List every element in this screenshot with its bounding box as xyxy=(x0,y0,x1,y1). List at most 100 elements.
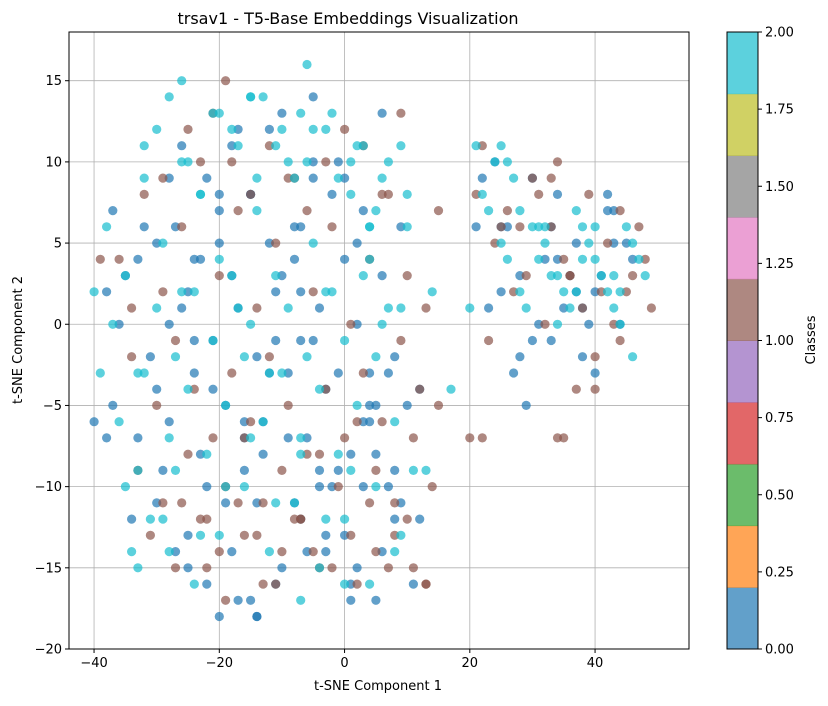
data-point-class-2 xyxy=(108,319,118,329)
data-point-class-2 xyxy=(346,189,356,199)
data-point-class-2 xyxy=(534,222,544,232)
data-point-class-2 xyxy=(308,124,318,134)
data-point-class-2 xyxy=(214,254,224,264)
data-point-class-0 xyxy=(233,124,243,134)
data-point-class-2 xyxy=(289,173,300,183)
data-point-class-0 xyxy=(477,173,487,183)
data-point-class-0 xyxy=(333,368,343,378)
data-point-class-0 xyxy=(108,400,118,410)
data-point-class-0 xyxy=(346,595,356,605)
data-point-class-1 xyxy=(327,222,337,232)
plot-area xyxy=(68,31,690,650)
data-point-class-2 xyxy=(195,189,206,199)
data-point-class-0 xyxy=(195,449,206,459)
data-point-class-2 xyxy=(390,417,400,427)
data-point-class-2 xyxy=(496,141,506,151)
data-point-class-2 xyxy=(327,108,337,118)
data-point-class-0 xyxy=(352,563,362,573)
data-point-class-1 xyxy=(340,433,350,443)
data-point-class-1 xyxy=(402,271,412,281)
data-point-class-2 xyxy=(271,271,281,281)
data-point-class-0 xyxy=(321,530,331,540)
data-point-class-1 xyxy=(277,547,287,557)
data-point-class-0 xyxy=(239,465,249,475)
data-point-class-1 xyxy=(584,189,594,199)
data-point-class-0 xyxy=(202,173,212,183)
data-point-class-1 xyxy=(283,173,293,183)
data-point-class-1 xyxy=(277,465,287,475)
y-tick-label: 0 xyxy=(54,318,62,333)
data-point-class-2 xyxy=(152,303,162,313)
data-point-class-2 xyxy=(177,76,187,86)
data-point-class-2 xyxy=(333,449,343,459)
data-point-class-2 xyxy=(177,157,187,167)
data-point-class-1 xyxy=(145,530,155,540)
data-point-class-2 xyxy=(239,482,249,492)
data-point-class-0 xyxy=(327,482,337,492)
data-point-class-0 xyxy=(314,482,325,492)
data-point-class-2 xyxy=(314,563,325,573)
data-point-class-2 xyxy=(590,222,600,232)
data-point-class-2 xyxy=(408,465,418,475)
data-point-class-0 xyxy=(296,335,306,346)
data-point-class-0 xyxy=(289,254,300,264)
data-point-class-2 xyxy=(258,417,268,427)
data-point-class-0 xyxy=(383,482,393,492)
data-point-class-0 xyxy=(189,335,199,346)
data-point-class-1 xyxy=(427,482,437,492)
data-point-class-2 xyxy=(527,222,538,232)
data-point-class-2 xyxy=(609,271,619,281)
data-point-class-2 xyxy=(120,482,130,492)
data-point-class-1 xyxy=(346,319,356,329)
data-point-class-0 xyxy=(177,303,187,313)
data-point-class-0 xyxy=(496,287,506,297)
colorbar-segment xyxy=(727,402,758,465)
data-point-class-0 xyxy=(577,352,588,362)
data-point-class-2 xyxy=(158,238,168,248)
data-point-class-2 xyxy=(352,141,362,151)
data-point-class-0 xyxy=(333,465,343,475)
data-point-class-1 xyxy=(402,514,412,524)
data-point-class-0 xyxy=(214,238,224,248)
data-point-class-2 xyxy=(471,141,481,151)
y-tick-label: 10 xyxy=(45,155,62,170)
data-point-class-0 xyxy=(365,417,375,427)
data-point-class-2 xyxy=(603,287,613,297)
data-point-class-2 xyxy=(102,222,112,232)
data-point-class-2 xyxy=(302,59,312,70)
data-point-class-1 xyxy=(314,449,325,459)
data-point-class-1 xyxy=(264,141,274,151)
data-point-class-0 xyxy=(314,465,325,475)
data-point-class-2 xyxy=(371,352,381,362)
y-tick-label: 15 xyxy=(45,74,62,89)
data-point-class-1 xyxy=(239,530,249,540)
data-point-class-0 xyxy=(296,287,306,297)
data-point-class-2 xyxy=(540,222,550,232)
data-point-class-0 xyxy=(396,222,406,232)
colorbar-tick-label: 0.25 xyxy=(765,565,794,580)
data-point-class-2 xyxy=(314,384,325,394)
data-point-class-1 xyxy=(508,287,519,297)
data-point-class-2 xyxy=(571,206,581,216)
data-point-class-2 xyxy=(615,287,625,297)
data-point-class-1 xyxy=(408,433,418,443)
data-point-class-1 xyxy=(221,595,231,605)
data-point-class-1 xyxy=(183,449,193,459)
data-point-class-2 xyxy=(340,579,350,589)
data-point-class-2 xyxy=(296,108,306,118)
data-point-class-0 xyxy=(277,563,287,573)
data-point-class-1 xyxy=(283,400,293,410)
data-point-class-2 xyxy=(521,303,531,313)
data-point-class-1 xyxy=(365,498,375,508)
data-point-class-2 xyxy=(358,271,368,281)
data-point-class-2 xyxy=(365,254,375,264)
colorbar-tick-label: 0.50 xyxy=(765,488,794,503)
data-point-class-0 xyxy=(302,433,312,443)
data-point-class-2 xyxy=(321,287,331,297)
colorbar-tick-label: 0.00 xyxy=(765,643,794,658)
data-point-class-0 xyxy=(308,173,318,183)
data-point-class-2 xyxy=(296,449,306,459)
data-point-class-2 xyxy=(246,92,256,102)
